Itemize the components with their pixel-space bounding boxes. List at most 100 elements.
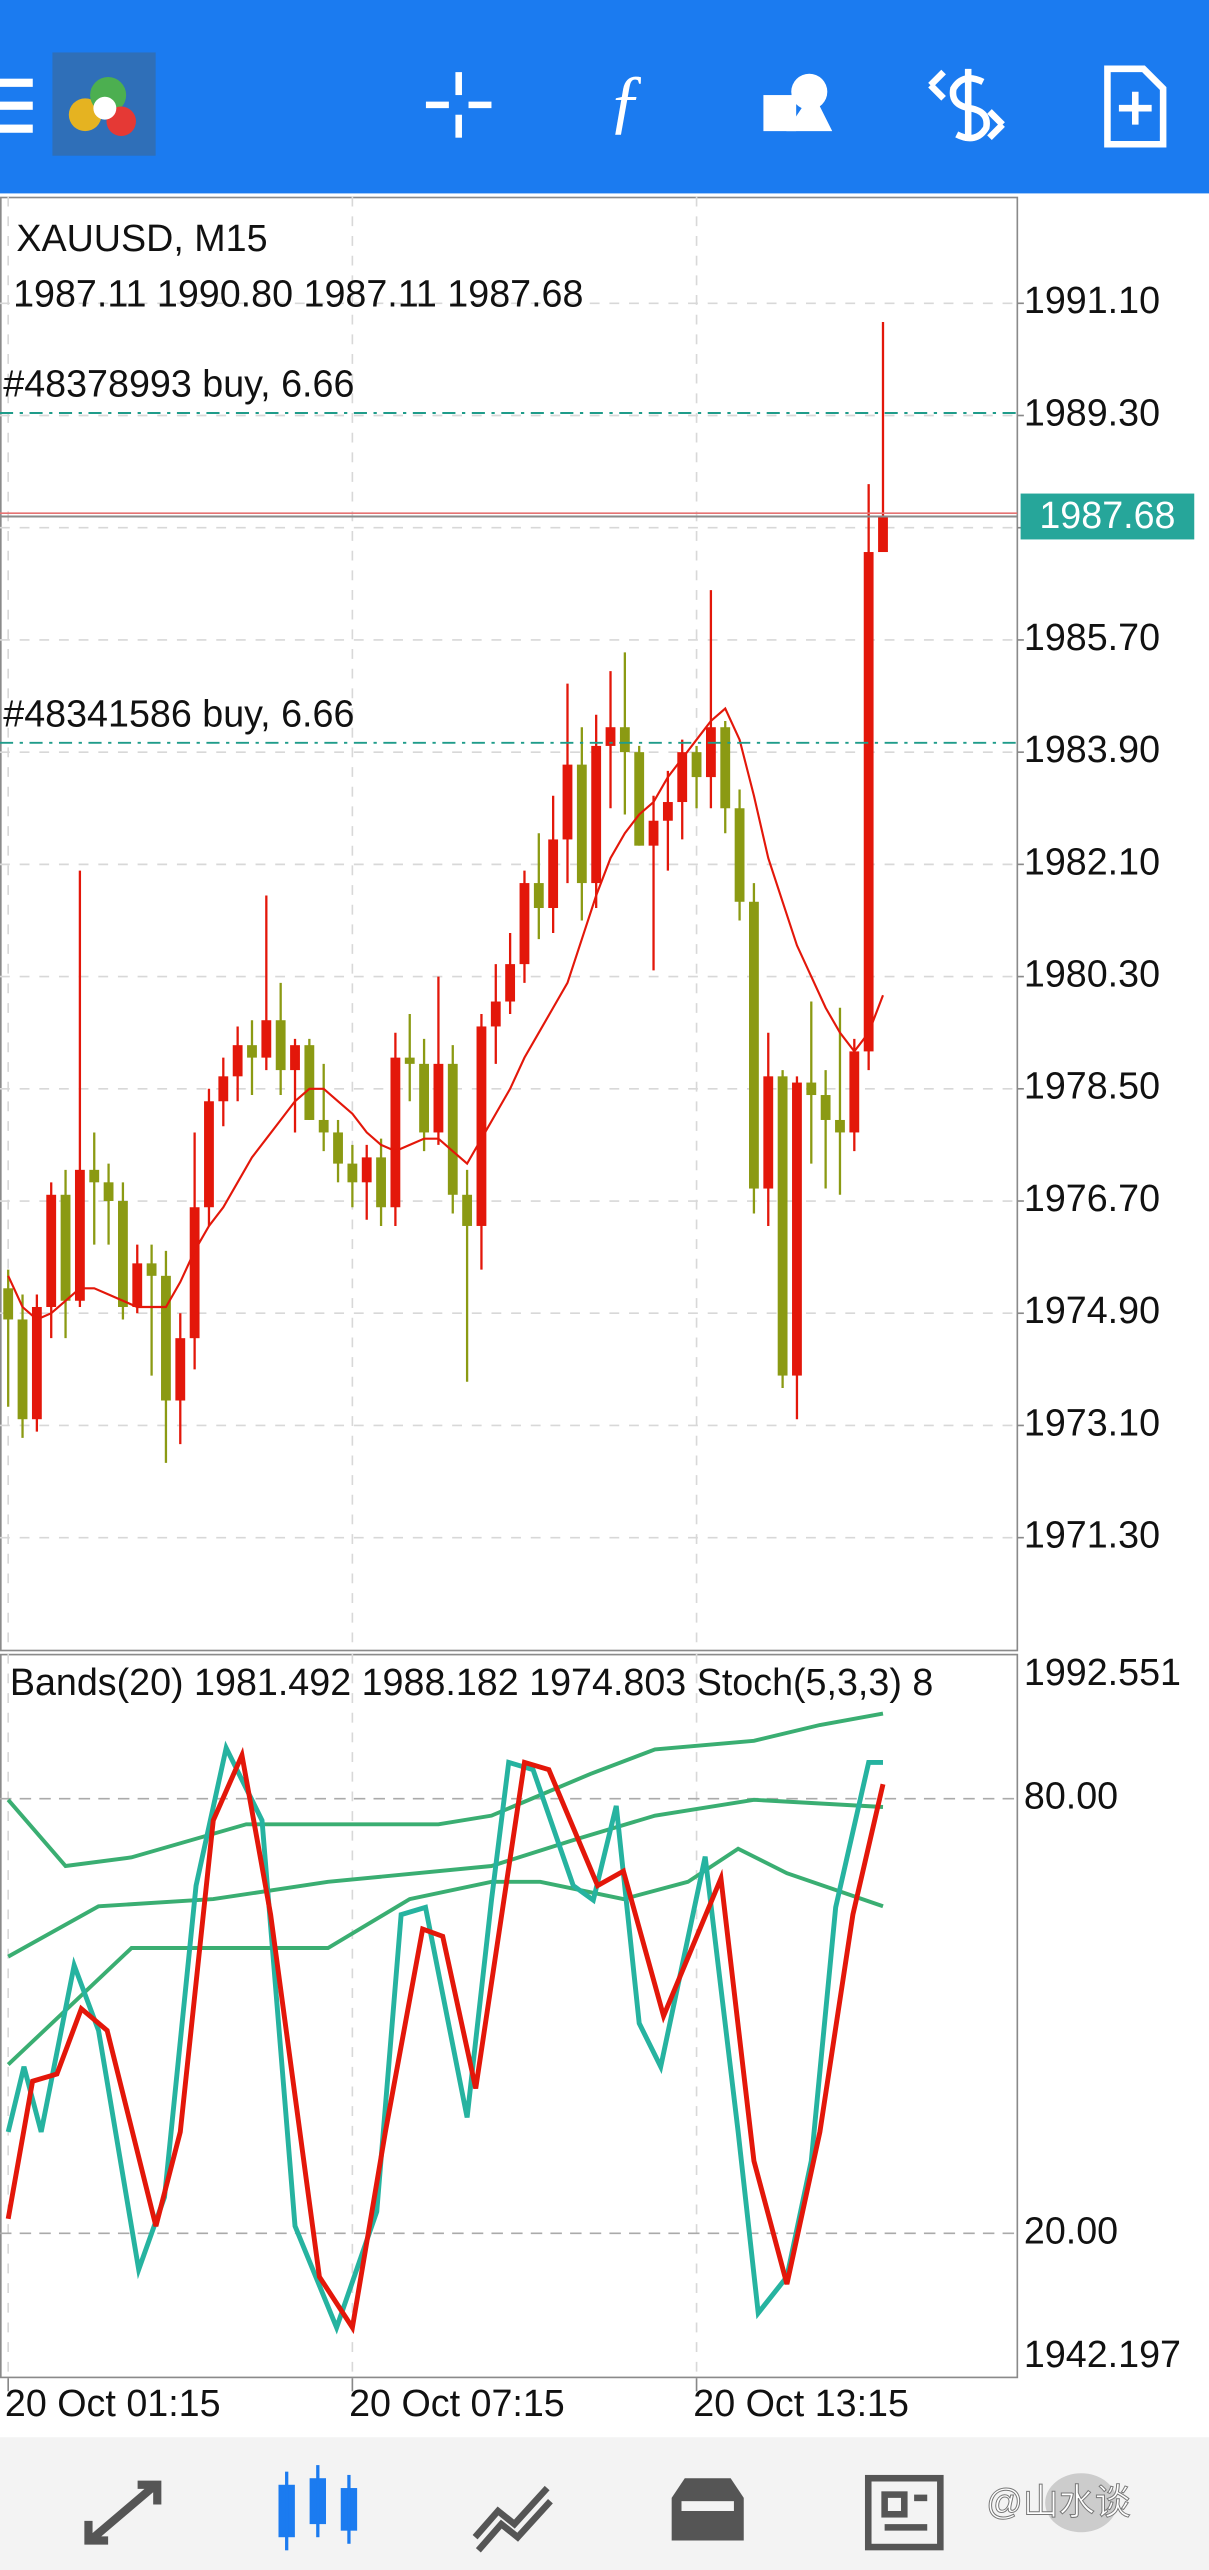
y2-tick-label: 1942.197 <box>1024 2333 1181 2375</box>
candle-body <box>175 1338 186 1401</box>
bid-tag <box>1020 493 1195 540</box>
candle-body <box>318 1119 329 1133</box>
y-tick-label: 1980.30 <box>1024 953 1160 995</box>
candle-body <box>548 839 559 909</box>
trade-button[interactable] <box>928 68 1005 142</box>
candle-body <box>89 1169 100 1183</box>
candle-body <box>576 764 587 884</box>
candle-body <box>691 752 702 778</box>
candle-body <box>533 883 544 909</box>
candle-body <box>189 1207 200 1339</box>
main-plot <box>0 196 1018 1651</box>
indicator-plot <box>0 1653 1018 2379</box>
candle-body <box>820 1095 831 1120</box>
candle-body <box>677 752 688 803</box>
candle-body <box>74 1169 85 1301</box>
bottom-nav <box>0 2437 1209 2570</box>
x-tick-label: 20 Oct 01:15 <box>5 2382 221 2424</box>
candle-body <box>419 1063 429 1133</box>
candle-body <box>304 1045 315 1120</box>
symbol-title: XAUUSD, M15 <box>16 217 267 259</box>
moving-average <box>7 706 884 1321</box>
candle-body <box>705 727 716 778</box>
new-order-button[interactable] <box>1104 65 1167 148</box>
candle-body <box>605 727 616 746</box>
y-tick-label: 1985.70 <box>1024 616 1160 658</box>
trade-tab[interactable] <box>472 2485 553 2553</box>
main-pane <box>0 196 1019 1652</box>
candle-body <box>648 820 659 846</box>
candle-body <box>433 1063 444 1133</box>
order-label: #48378993 buy, 6.66 <box>3 363 354 405</box>
candle-body <box>505 964 516 1002</box>
candle-body <box>132 1263 143 1307</box>
candle-body <box>476 1026 487 1226</box>
candle-body <box>261 1020 272 1058</box>
candle-body <box>390 1057 401 1208</box>
y-tick-label: 1971.30 <box>1024 1514 1160 1556</box>
candle-body <box>118 1201 128 1307</box>
objects-button[interactable] <box>763 73 833 132</box>
y-tick-label: 20.00 <box>1024 2209 1118 2251</box>
candle-body <box>218 1076 229 1102</box>
candle-body <box>17 1319 28 1420</box>
y2-tick-label: 1992.551 <box>1024 1651 1181 1693</box>
candle-body <box>31 1306 42 1420</box>
y-tick-label: 1983.90 <box>1024 728 1160 770</box>
candle-body <box>103 1182 114 1202</box>
ohlc-line: 1987.11 1990.80 1987.11 1987.68 <box>13 273 583 315</box>
candle-body <box>404 1057 415 1064</box>
candle-body <box>835 1119 845 1133</box>
indicators-button[interactable]: ƒ <box>608 61 644 141</box>
candle-body <box>863 552 874 1052</box>
candle-body <box>146 1263 157 1276</box>
quotes-tab[interactable] <box>84 2480 162 2545</box>
candle-body <box>3 1288 14 1320</box>
stochastic-line <box>5 1740 883 2335</box>
toolbar <box>0 0 1209 194</box>
band-line <box>6 1711 884 1869</box>
candle-body <box>734 808 745 902</box>
history-tab[interactable] <box>671 2478 744 2541</box>
candle-body <box>275 1020 286 1071</box>
app-icon[interactable] <box>52 52 156 156</box>
candle-body <box>749 901 759 1189</box>
y-tick-label: 1991.10 <box>1024 279 1160 321</box>
candle-body <box>591 745 602 884</box>
y-tick-label: 1978.50 <box>1024 1065 1160 1107</box>
candle-body <box>462 1194 473 1226</box>
bid-tag-label: 1987.68 <box>1039 494 1175 536</box>
y-tick-label: 1976.70 <box>1024 1177 1160 1219</box>
candle-body <box>490 1001 501 1027</box>
candle-body <box>232 1045 243 1077</box>
axes: 1991.101989.301987.501985.701983.901982.… <box>5 279 1195 2424</box>
candle-body <box>619 727 630 753</box>
candle-body <box>361 1157 372 1183</box>
candle-body <box>204 1101 214 1208</box>
candle-body <box>347 1163 358 1183</box>
menu-button[interactable] <box>0 78 33 133</box>
y-tick-label: 1974.90 <box>1024 1289 1160 1331</box>
candle-body <box>562 764 573 840</box>
candle-body <box>161 1275 171 1401</box>
candle-body <box>247 1045 257 1058</box>
x-tick-label: 20 Oct 13:15 <box>693 2382 909 2424</box>
watermark: @山水谈 <box>986 2473 1131 2533</box>
y-tick-label: 80.00 <box>1024 1775 1118 1817</box>
crosshair-button[interactable] <box>425 72 492 138</box>
candle-body <box>777 1076 788 1376</box>
stochastic-line <box>5 1746 886 2335</box>
candle-body <box>849 1051 860 1133</box>
chart-tab[interactable] <box>278 2465 358 2551</box>
news-tab[interactable] <box>864 2474 944 2551</box>
candle-body <box>806 1082 817 1096</box>
y-tick-label: 1989.30 <box>1024 391 1160 433</box>
candle-body <box>792 1082 802 1376</box>
candle-body <box>720 727 731 809</box>
candle-body <box>290 1045 300 1071</box>
candle-body <box>763 1076 774 1189</box>
candle-body <box>376 1157 386 1208</box>
candle-body <box>634 752 645 846</box>
